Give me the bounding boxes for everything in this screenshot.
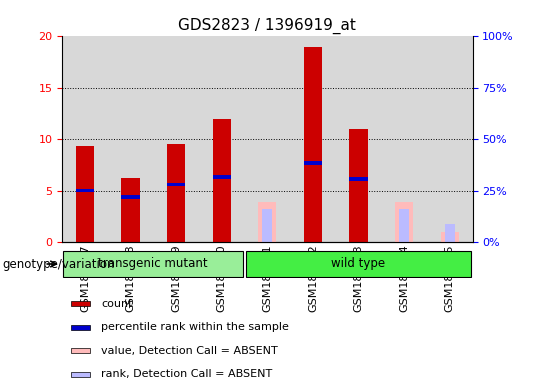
Bar	[349, 177, 368, 181]
Bar	[427, 36, 472, 242]
Bar	[213, 119, 231, 242]
Bar	[381, 36, 427, 242]
Text: transgenic mutant: transgenic mutant	[98, 258, 208, 270]
Bar	[199, 36, 245, 242]
Bar	[167, 183, 185, 186]
Bar	[64, 251, 243, 277]
Bar	[444, 225, 455, 242]
Bar	[262, 209, 272, 242]
Text: count: count	[102, 299, 133, 309]
Bar	[245, 36, 290, 242]
Text: rank, Detection Call = ABSENT: rank, Detection Call = ABSENT	[102, 369, 273, 379]
Text: genotype/variation: genotype/variation	[3, 258, 115, 271]
Bar	[122, 178, 140, 242]
Bar	[290, 36, 336, 242]
Bar	[62, 36, 107, 242]
Bar	[122, 195, 140, 199]
Title: GDS2823 / 1396919_at: GDS2823 / 1396919_at	[178, 18, 356, 34]
Bar	[304, 161, 322, 165]
Bar	[336, 36, 381, 242]
Bar	[441, 232, 459, 242]
Bar	[76, 189, 94, 192]
Bar	[246, 251, 471, 277]
Bar	[349, 129, 368, 242]
Bar	[71, 371, 90, 377]
Bar	[399, 209, 409, 242]
Bar	[213, 175, 231, 179]
Bar	[167, 144, 185, 242]
Bar	[71, 301, 90, 306]
Bar	[153, 36, 199, 242]
Text: wild type: wild type	[332, 258, 386, 270]
Bar	[76, 146, 94, 242]
Bar	[71, 324, 90, 330]
Bar	[395, 202, 413, 242]
Text: value, Detection Call = ABSENT: value, Detection Call = ABSENT	[102, 346, 278, 356]
Bar	[71, 348, 90, 353]
Bar	[304, 47, 322, 242]
Bar	[107, 36, 153, 242]
Text: percentile rank within the sample: percentile rank within the sample	[102, 322, 289, 332]
Bar	[258, 202, 276, 242]
